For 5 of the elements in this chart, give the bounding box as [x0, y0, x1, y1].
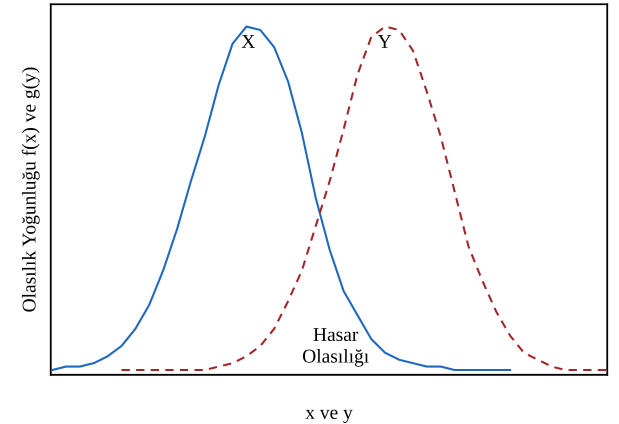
annotation: X — [242, 35, 255, 48]
annotation: Y — [378, 35, 392, 48]
x-axis-title: x ve y — [305, 410, 353, 424]
annotation: Hasar Olasılığı — [302, 328, 369, 367]
y-axis-title: Olasılık Yoğunluğu f(x) ve g(y) — [22, 68, 40, 312]
